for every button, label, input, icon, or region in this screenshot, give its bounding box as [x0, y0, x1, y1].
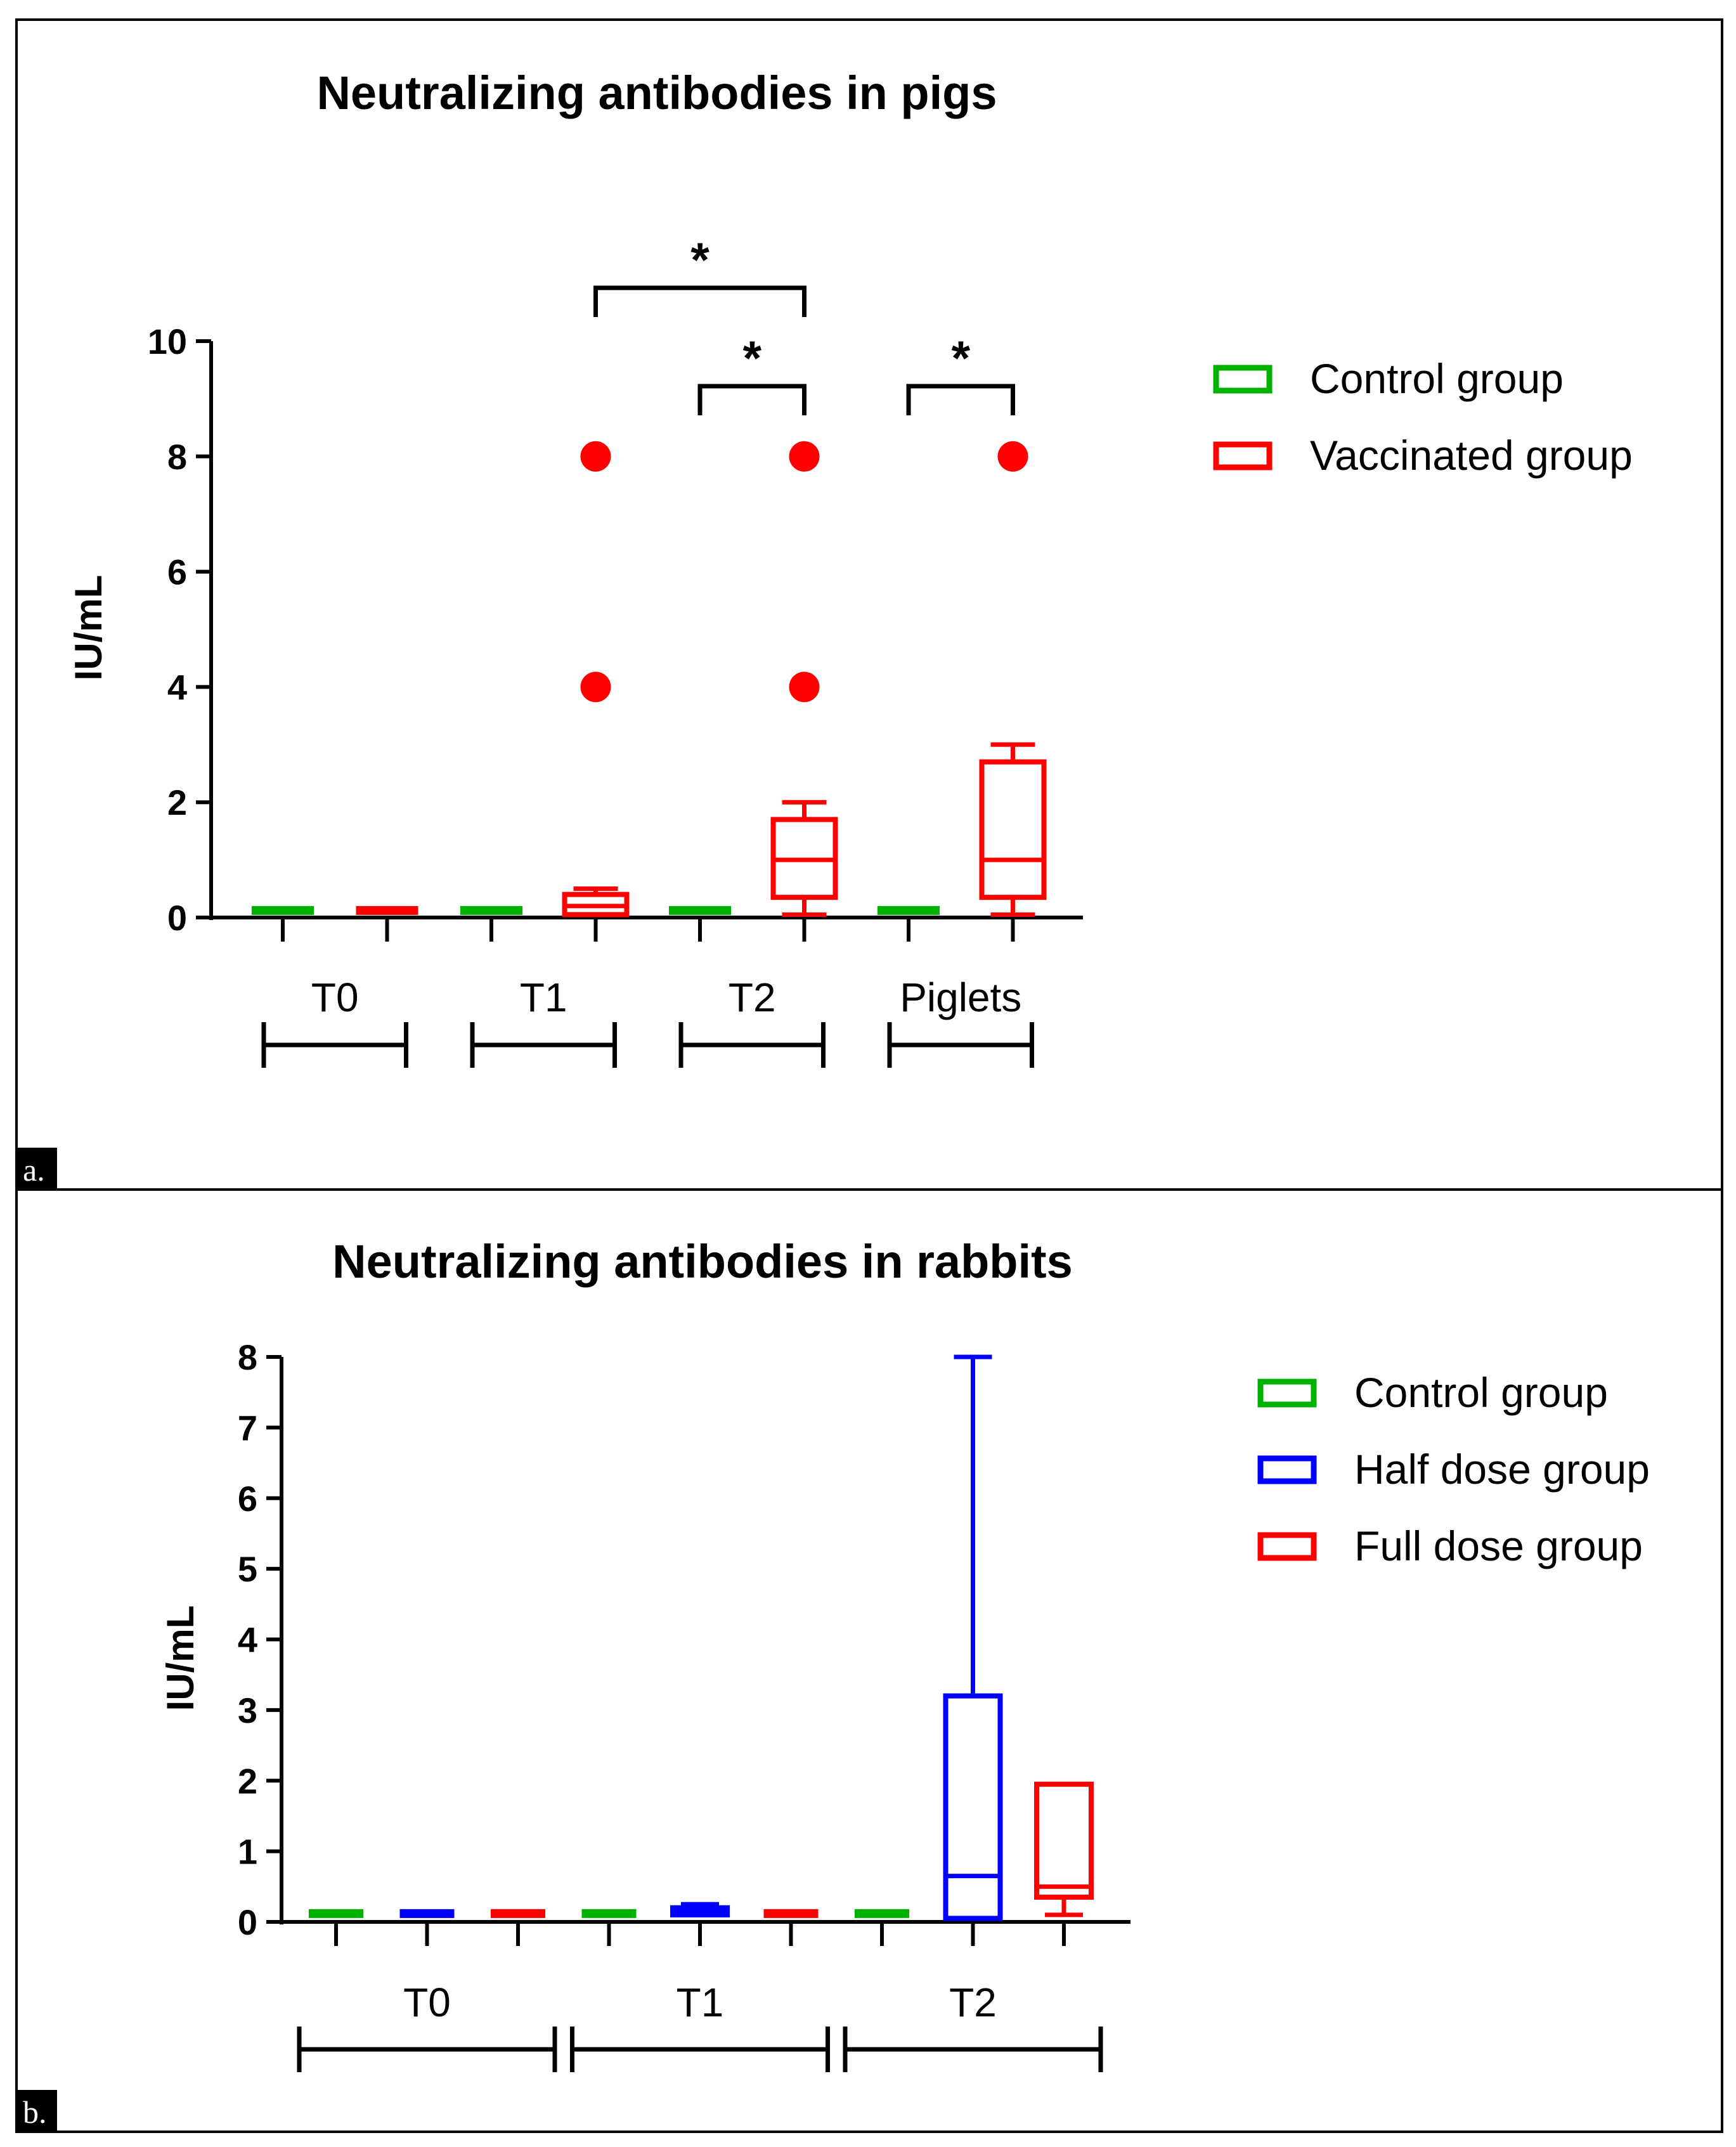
- box-t2-control-group: [855, 1909, 909, 1918]
- box-t2-control-group: [669, 905, 731, 915]
- box-body: [491, 1909, 545, 1918]
- legend-item-half-dose-group: Half dose group: [1257, 1446, 1650, 1493]
- panel-a-label-box: [16, 1148, 57, 1190]
- group-label-t0: T0: [403, 1980, 451, 2025]
- box-body: [979, 759, 1047, 900]
- group-bracket-t2: [678, 1022, 826, 1068]
- y-tick-label: 2: [238, 1761, 257, 1801]
- box-body: [763, 1909, 819, 1918]
- outlier-point: [789, 441, 820, 472]
- pigs-y-axis-label: IU/mL: [67, 575, 110, 681]
- group-label-t0: T0: [311, 975, 359, 1020]
- y-tick-label: 2: [167, 782, 187, 822]
- box-body: [252, 905, 314, 915]
- box-body: [878, 905, 940, 915]
- rabbits-y-axis-label: IU/mL: [159, 1605, 202, 1711]
- legend-swatch: [1213, 441, 1273, 470]
- group-label-t1: T1: [677, 1980, 724, 2025]
- panel-b-label: b.: [23, 2094, 47, 2130]
- legend-item-control-group: Control group: [1213, 355, 1564, 402]
- y-tick-label: 6: [167, 552, 187, 592]
- y-tick-label: 5: [238, 1549, 257, 1589]
- panel-b-label-box: [16, 2090, 57, 2132]
- y-tick-label: 0: [167, 898, 187, 938]
- y-tick-label: 4: [238, 1620, 257, 1660]
- y-tick-label: 3: [238, 1690, 257, 1730]
- outlier-point: [580, 671, 611, 703]
- panel-a-label: a.: [23, 1152, 45, 1188]
- legend-label: Control group: [1310, 355, 1564, 402]
- group-bracket-t1: [570, 2027, 830, 2072]
- outlier-point: [580, 441, 611, 472]
- y-tick-label: 6: [238, 1479, 257, 1519]
- y-tick-label: 4: [167, 667, 187, 707]
- y-tick-label: 8: [167, 437, 187, 477]
- group-label-t1: T1: [520, 975, 567, 1020]
- y-tick-label: 10: [148, 321, 187, 361]
- box-body: [581, 1909, 637, 1918]
- group-label-t2: T2: [949, 1980, 997, 2025]
- outlier-point: [789, 671, 820, 703]
- legend-swatch: [1213, 365, 1273, 394]
- legend-swatch: [1257, 1532, 1317, 1561]
- outlier-point: [997, 441, 1028, 472]
- significance-label: *: [742, 332, 761, 386]
- y-tick-label: 1: [238, 1832, 257, 1872]
- panel-b-frame: [15, 1188, 1723, 2133]
- significance-label: *: [690, 233, 709, 287]
- pigs-chart-title: Neutralizing antibodies in pigs: [316, 67, 997, 119]
- significance-bracket: [697, 384, 806, 415]
- box-t0-control-group: [309, 1909, 363, 1918]
- group-bracket-t2: [843, 2027, 1103, 2072]
- box-t1-control-group: [581, 1909, 637, 1918]
- y-tick-label: 7: [238, 1408, 257, 1448]
- legend-label: Full dose group: [1354, 1522, 1643, 1569]
- legend-item-vaccinated-group: Vaccinated group: [1213, 432, 1633, 479]
- group-bracket-t1: [470, 1022, 617, 1068]
- box-body: [356, 905, 418, 915]
- group-label-t2: T2: [729, 975, 776, 1020]
- box-t2-vaccinated-group: [770, 441, 838, 917]
- box-body: [460, 905, 522, 915]
- legend-label: Control group: [1354, 1369, 1608, 1416]
- box-body: [669, 905, 731, 915]
- box-t0-half-dose-group: [399, 1909, 455, 1918]
- significance-bracket: [593, 285, 806, 317]
- legend-swatch: [1257, 1455, 1317, 1484]
- box-piglets-control-group: [878, 905, 940, 915]
- group-bracket-piglets: [887, 1022, 1034, 1068]
- box-t0-control-group: [252, 905, 314, 915]
- box-t1-half-dose-group: [670, 1902, 730, 1917]
- box-body: [1034, 1781, 1094, 1900]
- group-bracket-t0: [261, 1022, 408, 1068]
- box-t0-full-dose-group: [491, 1909, 545, 1918]
- box-t0-vaccinated-group: [356, 905, 418, 915]
- legend-swatch: [1257, 1378, 1317, 1408]
- box-t1-control-group: [460, 905, 522, 915]
- box-body: [943, 1693, 1003, 1921]
- box-t2-full-dose-group: [1034, 1781, 1094, 1917]
- box-body: [399, 1909, 455, 1918]
- box-t1-full-dose-group: [763, 1909, 819, 1918]
- box-t2-half-dose-group: [943, 1354, 1003, 1921]
- significance-bracket: [906, 384, 1015, 415]
- legend-label: Vaccinated group: [1310, 432, 1633, 479]
- rabbits-chart: Neutralizing antibodies in rabbits IU/mL…: [159, 1235, 1650, 2072]
- y-tick-label: 0: [238, 1902, 257, 1942]
- group-label-piglets: Piglets: [900, 975, 1021, 1020]
- legend-item-control-group: Control group: [1257, 1369, 1608, 1416]
- box-piglets-vaccinated-group: [979, 441, 1047, 917]
- y-tick-label: 8: [238, 1337, 257, 1377]
- box-body: [855, 1909, 909, 1918]
- box-body: [309, 1909, 363, 1918]
- legend-item-full-dose-group: Full dose group: [1257, 1522, 1643, 1569]
- pigs-chart: Neutralizing antibodies in pigs IU/mL 0 2…: [67, 67, 1633, 1068]
- group-bracket-t0: [297, 2027, 557, 2072]
- rabbits-chart-title: Neutralizing antibodies in rabbits: [332, 1235, 1073, 1288]
- legend-label: Half dose group: [1354, 1446, 1650, 1493]
- box-t1-vaccinated-group: [562, 441, 630, 918]
- significance-label: *: [951, 332, 970, 386]
